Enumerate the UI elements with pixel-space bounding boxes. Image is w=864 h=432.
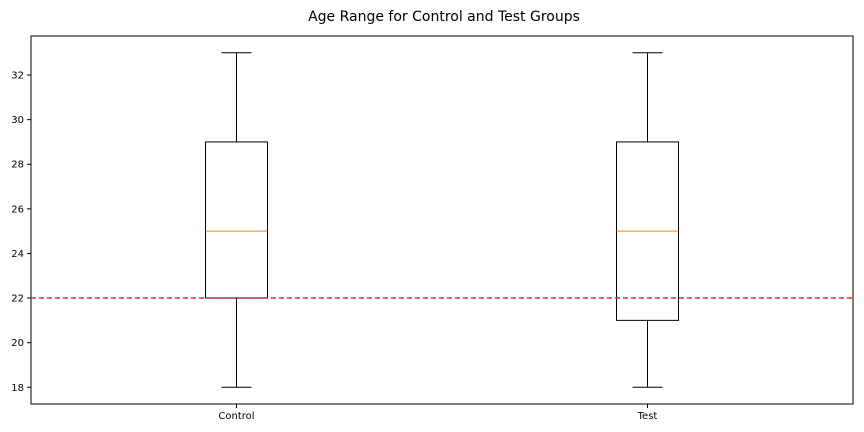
- y-tick-label: 24: [11, 249, 24, 260]
- y-tick-label: 26: [11, 204, 24, 215]
- y-tick-label: 18: [11, 383, 24, 394]
- box-control: [205, 52, 268, 388]
- boxes: [205, 52, 679, 388]
- y-tick-label: 30: [11, 115, 24, 126]
- iqr-box: [205, 141, 268, 299]
- x-axis: Control Test: [218, 404, 657, 422]
- chart-title: Age Range for Control and Test Groups: [308, 9, 580, 25]
- box-test: [616, 52, 679, 388]
- y-tick-label: 22: [11, 294, 24, 305]
- plot-frame: [30, 35, 854, 405]
- x-tick-label: Control: [218, 411, 254, 422]
- y-tick-label: 28: [11, 160, 24, 171]
- y-tick-label: 32: [11, 71, 24, 82]
- y-axis: 18 20 22 24 26 28 30 32: [11, 71, 31, 394]
- y-tick-label: 20: [11, 338, 24, 349]
- x-tick-label: Test: [637, 411, 658, 422]
